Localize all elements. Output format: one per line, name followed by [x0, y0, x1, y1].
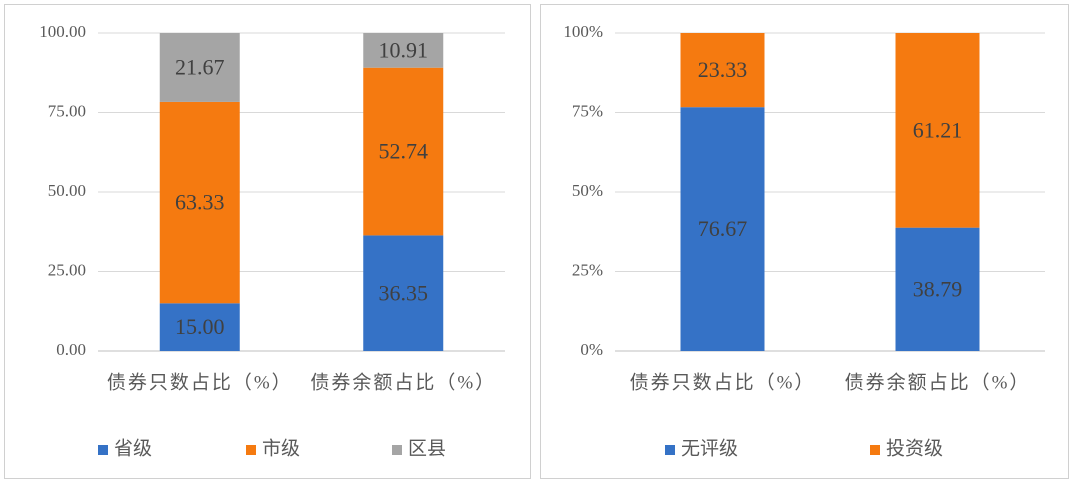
y-tick-label: 25.00 [48, 260, 86, 279]
y-tick-label: 100.00 [39, 22, 86, 41]
y-tick-label: 50.00 [48, 181, 86, 200]
legend-label: 投资级 [886, 437, 943, 459]
x-tick-label: 债券余额占比（%） [845, 371, 1031, 393]
bar-segment [363, 235, 444, 351]
data-label: 52.74 [379, 139, 429, 164]
bar-segment [363, 67, 444, 236]
chart-frame [4, 4, 531, 479]
y-tick-label: 25% [572, 260, 603, 279]
legend-label: 省级 [114, 437, 152, 459]
data-label: 21.67 [175, 55, 225, 80]
y-tick-label: 50% [572, 181, 603, 200]
chart-frame [540, 4, 1069, 479]
bar-segment [159, 101, 240, 304]
legend-label: 区县 [408, 438, 446, 459]
bar-segment [159, 303, 240, 351]
data-label: 10.91 [379, 37, 429, 62]
bar-segment [895, 227, 980, 351]
data-label: 63.33 [175, 190, 225, 215]
y-tick-label: 75% [572, 101, 603, 120]
legend-swatch [392, 445, 402, 455]
data-label: 36.35 [379, 280, 429, 305]
y-tick-label: 0.00 [56, 340, 86, 359]
legend-label: 无评级 [681, 437, 738, 459]
bar-segment [363, 33, 444, 68]
bar-segment [680, 107, 765, 352]
data-label: 61.21 [913, 117, 963, 142]
y-tick-label: 75.00 [48, 101, 86, 120]
legend-label: 市级 [262, 437, 300, 459]
bar-segment [680, 33, 765, 108]
y-tick-label: 0% [580, 340, 603, 359]
legend-swatch [870, 445, 880, 455]
legend-swatch [98, 445, 108, 455]
x-tick-label: 债券只数占比（%） [630, 371, 816, 393]
legend-swatch [665, 445, 675, 455]
bar-segment [895, 33, 980, 228]
bar-segment [159, 33, 240, 102]
legend-swatch [246, 445, 256, 455]
data-label: 15.00 [175, 314, 225, 339]
y-tick-label: 100% [563, 22, 603, 41]
data-label: 76.67 [698, 216, 748, 241]
data-label: 38.79 [913, 276, 963, 301]
x-tick-label: 债券余额占比（%） [310, 371, 496, 393]
data-label: 23.33 [698, 57, 748, 82]
x-tick-label: 债券只数占比（%） [107, 371, 293, 393]
